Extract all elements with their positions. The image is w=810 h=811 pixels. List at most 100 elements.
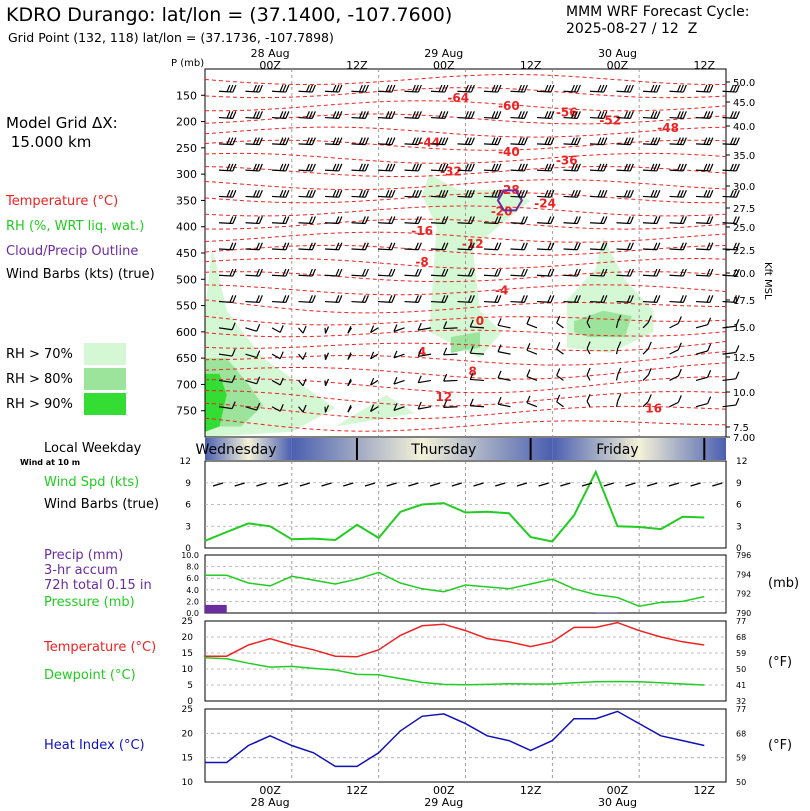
wind-barb-feather — [497, 295, 502, 303]
wind-barb-feather — [391, 111, 396, 119]
wind-barb-feather — [706, 295, 711, 303]
wind-barb — [536, 242, 555, 251]
wind-barb-staff — [298, 353, 304, 360]
wind-barb-staff — [642, 348, 649, 355]
wind-barb-feather — [732, 189, 737, 198]
wind-barb-feather — [414, 163, 419, 172]
wind-barb-staff — [497, 377, 511, 382]
wind-barb — [271, 216, 290, 225]
wind-ytick-right: 0 — [736, 544, 742, 554]
wind-barb-feather — [679, 111, 684, 119]
wind-barb-feather — [361, 163, 366, 172]
wind-barb-feather — [520, 268, 525, 277]
wind-barb-feather — [703, 111, 708, 119]
heat-ytick-right: 68 — [736, 729, 746, 738]
temperature-panel: 0 5 10 15 20 25 32 41 50 59 68 77 — [182, 617, 747, 707]
wind-barb-feather — [626, 216, 631, 224]
wind-barb — [510, 189, 528, 198]
isotherm-line — [204, 402, 727, 420]
wind-barb-feather — [626, 189, 631, 198]
wind-barb-feather — [556, 342, 561, 350]
wind-barb — [324, 163, 343, 172]
wind-barb-feather — [656, 216, 661, 224]
wind-barb-feather — [444, 163, 449, 172]
wind-barb-staff — [497, 324, 511, 329]
wind-barb-feather — [469, 319, 474, 328]
wind-barb — [616, 216, 634, 225]
wind-barb — [497, 396, 511, 408]
wind-barb-feather — [544, 84, 549, 93]
wind-barb-feather — [467, 242, 472, 251]
wind-barb — [722, 318, 740, 329]
wind-barb — [483, 189, 502, 198]
wind-barb-feather — [305, 189, 310, 198]
surface-wind-barb — [299, 482, 311, 487]
wind-barb-feather — [576, 242, 581, 251]
wind-barb-feather — [308, 268, 313, 277]
pressure-tick-label: 600 — [176, 326, 197, 339]
wind-barb-feather — [679, 137, 684, 145]
wind-barb — [430, 242, 449, 251]
wind-barb-feather — [517, 111, 522, 119]
wind-barb-feather — [256, 376, 261, 385]
wind-barb-feather — [358, 111, 363, 119]
wind-barb-staff — [271, 327, 281, 333]
wind-barb-feather — [520, 163, 525, 172]
wind-barb-feather — [735, 345, 740, 353]
pressure-ytick: 792 — [736, 590, 751, 599]
wind-barb — [722, 189, 740, 198]
wind-barb-feather — [709, 242, 714, 251]
height-tick-label: 7.00 — [733, 433, 755, 444]
wind-barb-feather — [258, 295, 263, 303]
wind-barb-feather — [285, 84, 290, 93]
wind-barb-feather — [279, 325, 284, 333]
wind-barb-feather — [494, 84, 499, 93]
wind-barb-feather — [388, 137, 393, 145]
wind-barb-staff — [695, 403, 708, 408]
wind-barb-feather — [388, 84, 393, 93]
heat-ytick: 15 — [182, 754, 193, 764]
isotherm-label: -24 — [534, 197, 556, 211]
wind-barb-feather — [417, 295, 422, 303]
wind-barb-feather — [414, 137, 419, 145]
wind-barb-feather — [653, 216, 658, 224]
wind-barb-feather — [682, 111, 687, 119]
wind-barb-feather — [332, 189, 337, 198]
wind-barb — [347, 352, 352, 360]
wind-barb-staff — [642, 374, 649, 381]
wind-barb — [298, 111, 316, 119]
wind-barb-feather — [414, 111, 419, 119]
dewpoint-label: Dewpoint (°C) — [44, 668, 136, 683]
wind-barb-feather — [497, 396, 502, 405]
wind-barb — [483, 111, 502, 119]
wind-barb-feather — [679, 189, 684, 198]
heat-ytick: 10 — [182, 778, 194, 788]
wind-barb-feather — [707, 370, 712, 378]
isotherm-line — [204, 231, 727, 243]
wind-barb-feather — [550, 216, 555, 224]
wind-barb-feather — [735, 163, 740, 172]
wind-ytick: 12 — [180, 457, 191, 467]
wind-barb-feather — [544, 163, 549, 172]
wind-barb — [510, 268, 528, 277]
wind-barb-feather — [470, 163, 475, 172]
wind-barb-feather — [441, 295, 446, 303]
rh70-label: RH > 70% — [6, 347, 73, 362]
wind-barb — [669, 242, 687, 251]
wind-barb — [642, 268, 661, 277]
pressure-tick-label: 550 — [176, 300, 197, 313]
wind-barb-feather — [544, 137, 549, 145]
wind-barb-feather — [709, 268, 714, 277]
surface-wind-barb — [212, 482, 224, 487]
wind-barb-feather — [650, 111, 655, 119]
wind-barb-feather — [305, 111, 310, 119]
wind-barb-feather — [600, 295, 605, 303]
wind-barb-feather — [706, 163, 711, 172]
wind-barb-feather — [573, 242, 578, 251]
wind-barb — [695, 111, 714, 119]
wind-barb-feather — [308, 216, 313, 224]
wind-barb-feather — [573, 137, 578, 145]
wind-barb-feather — [586, 367, 591, 376]
wind-barb-feather — [491, 137, 496, 145]
wind-barb-feather — [550, 111, 555, 119]
